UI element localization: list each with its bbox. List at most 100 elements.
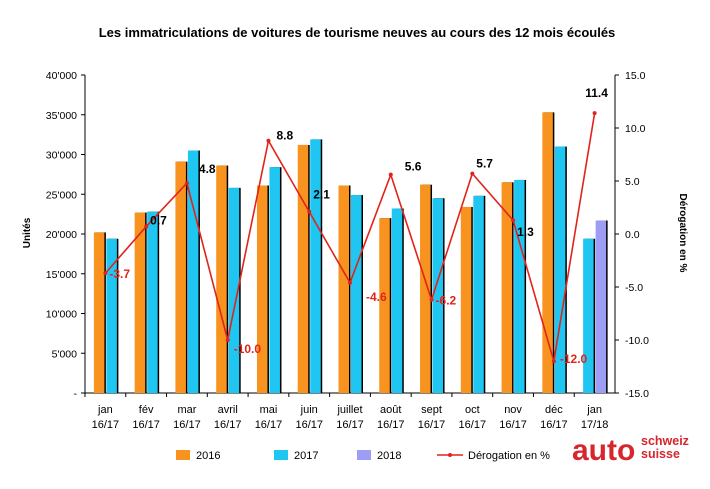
data-label: -3.7 <box>109 267 130 281</box>
y-tick-label: - <box>74 388 78 400</box>
x-tick-label-month: fév <box>139 404 154 416</box>
data-label: 5.7 <box>476 157 493 171</box>
legend-swatch-2017 <box>274 450 288 460</box>
x-tick-label-period: 16/17 <box>418 419 446 431</box>
legend-label: 2017 <box>294 450 318 462</box>
bar-2016 <box>216 165 227 393</box>
brand-logo: auto schweiz suisse <box>572 434 689 467</box>
data-label: 2.1 <box>313 188 330 202</box>
x-tick-label-month: déc <box>545 404 563 416</box>
derogation-point <box>511 218 516 223</box>
bar-2016 <box>297 144 309 393</box>
x-tick-label-period: 16/17 <box>132 419 160 431</box>
plot-area: - 5'000 10'000 15'000 20'000 25'000 30'000 35'0… <box>46 70 649 431</box>
y-tick-label: 5'000 <box>52 348 78 360</box>
derogation-point <box>225 338 230 342</box>
y-tick-label: 15'000 <box>46 269 77 281</box>
data-label: -10.0 <box>234 342 262 356</box>
bar-2016 <box>134 212 146 393</box>
y-tick-label: 40'000 <box>46 70 77 82</box>
x-tick-label-period: 16/17 <box>540 419 568 431</box>
bar-2016 <box>379 218 390 393</box>
bar-2017 <box>391 208 403 393</box>
x-tick-label-month: jan <box>97 404 113 416</box>
bar-2017 <box>583 238 594 393</box>
x-tick-label-period: 17/18 <box>581 419 609 431</box>
bar-2017 <box>554 146 566 393</box>
bar-2016 <box>338 185 349 393</box>
bar-2017 <box>351 195 362 393</box>
y2-tick-label: 15.0 <box>625 70 646 82</box>
x-tick-label-month: mai <box>260 404 278 416</box>
x-tick-label-period: 16/17 <box>92 419 120 431</box>
data-label: 0.7 <box>150 214 167 228</box>
derogation-point <box>144 224 149 229</box>
bar-2016 <box>460 206 472 393</box>
bar-2017 <box>269 167 280 393</box>
logo-line1: schweiz <box>641 434 689 448</box>
data-label: 1.3 <box>517 225 534 239</box>
logo-word: auto <box>572 434 635 467</box>
derogation-point <box>551 359 556 364</box>
y-tick-label: 10'000 <box>46 309 77 321</box>
legend-swatch-2018 <box>357 450 371 460</box>
derogation-point <box>103 271 108 276</box>
chart-title: Les immatriculations de voitures de tour… <box>99 25 616 40</box>
bar-2017 <box>432 198 444 393</box>
y2-tick-label: 10.0 <box>625 123 646 135</box>
legend: 2016 2017 2018 Dérogation en % <box>176 450 550 462</box>
x-tick-label-period: 16/17 <box>499 419 527 431</box>
derogation-point <box>388 172 393 177</box>
logo-line2: suisse <box>641 447 680 461</box>
bar-2017 <box>473 195 484 393</box>
legend-label: 2018 <box>377 450 401 462</box>
data-label: 11.4 <box>585 86 608 100</box>
derogation-point <box>470 171 475 176</box>
y2-tick-label: 0.0 <box>625 229 640 241</box>
data-label: -4.6 <box>366 290 387 304</box>
legend-label: Dérogation en % <box>468 450 550 462</box>
bar-2017 <box>187 150 199 393</box>
x-tick-label-period: 16/17 <box>295 419 323 431</box>
derogation-point <box>184 181 189 186</box>
y2-tick-label: 5.0 <box>625 176 640 188</box>
x-tick-label-period: 16/17 <box>336 419 364 431</box>
bar-2016 <box>542 112 553 394</box>
y-tick-label: 30'000 <box>46 150 77 162</box>
data-label: -12.0 <box>560 352 588 366</box>
data-label: -6.2 <box>436 294 457 308</box>
derogation-point <box>307 209 312 214</box>
x-tick-label-month: nov <box>504 404 522 416</box>
x-tick-label-month: jan <box>586 404 602 416</box>
derogation-point <box>348 280 352 285</box>
bar-2016 <box>420 184 431 393</box>
bar-2016 <box>175 161 186 393</box>
legend-label: 2016 <box>196 450 220 462</box>
x-tick-label-period: 16/17 <box>173 419 201 431</box>
bar-2016 <box>256 185 268 393</box>
x-tick-label-period: 16/17 <box>459 419 487 431</box>
x-tick-label-month: juin <box>300 404 318 416</box>
bar-2017 <box>310 139 321 393</box>
legend-swatch-2016 <box>176 450 190 460</box>
data-label: 5.6 <box>405 160 422 174</box>
bar-2018 <box>595 220 607 393</box>
y-tick-label: 20'000 <box>46 229 77 241</box>
x-tick-label-month: sept <box>421 404 442 416</box>
x-tick-label-month: mar <box>177 404 196 416</box>
derogation-point <box>266 138 271 143</box>
x-tick-label-month: juillet <box>336 404 362 416</box>
x-tick-label-month: août <box>380 404 401 416</box>
derogation-point <box>429 297 434 302</box>
y2-tick-label: -15.0 <box>625 388 649 400</box>
derogation-point <box>592 111 597 116</box>
x-tick-label-month: oct <box>465 404 480 416</box>
y-axis-title: Unités <box>22 217 33 248</box>
x-tick-label-month: avril <box>218 404 238 416</box>
y-tick-label: 35'000 <box>46 110 77 122</box>
y-tick-label: 25'000 <box>46 189 77 201</box>
x-tick-label-period: 16/17 <box>377 419 405 431</box>
bar-2016 <box>93 232 105 393</box>
x-tick-label-period: 16/17 <box>214 419 242 431</box>
